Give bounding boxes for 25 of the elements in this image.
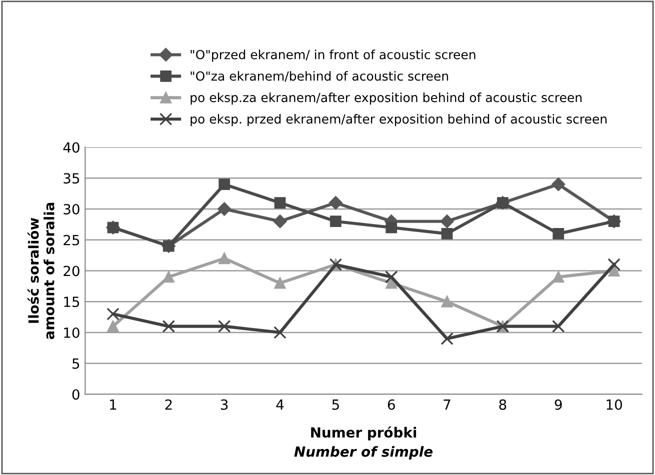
y-axis-title: Ilość soraliów amount of soralia — [28, 202, 54, 340]
x-axis-title: Numer próbki Number of simple — [294, 426, 433, 460]
x-tick-label: 8 — [499, 399, 506, 410]
x-tick-label: 10 — [606, 399, 622, 410]
y-tick-label: 5 — [72, 358, 80, 369]
x-tick-label: 1 — [110, 400, 116, 410]
y-tick-label: 10 — [64, 327, 80, 338]
x-tick-label: 4 — [276, 400, 284, 410]
x-tick-label: 2 — [165, 399, 172, 410]
y-tick-label: 35 — [64, 173, 80, 184]
legend-label: "O"za ekranem/behind of acoustic screen — [190, 71, 448, 82]
legend-label: po eksp. przed ekranem/after exposition behind of acoustic screen — [190, 114, 607, 126]
y-tick-label: 0 — [72, 389, 80, 400]
y-tick-label: 40 — [63, 142, 80, 153]
y-tick-label: 20 — [64, 266, 80, 276]
y-tick-label: 15 — [64, 296, 80, 308]
x-tick-label: 6 — [388, 399, 395, 410]
x-tick-label: 7 — [444, 400, 450, 410]
legend-label: "O"przed ekranem/ in front of acoustic screen — [190, 50, 476, 62]
x-tick-label: 9 — [554, 399, 562, 410]
y-tick-label: 25 — [64, 234, 80, 246]
legend-label: po eksp.za ekranem/after exposition behind of acoustic screen — [190, 92, 582, 105]
y-tick-label: 30 — [64, 204, 80, 214]
x-tick-label: 3 — [220, 399, 228, 410]
x-tick-label: 5 — [332, 400, 339, 410]
